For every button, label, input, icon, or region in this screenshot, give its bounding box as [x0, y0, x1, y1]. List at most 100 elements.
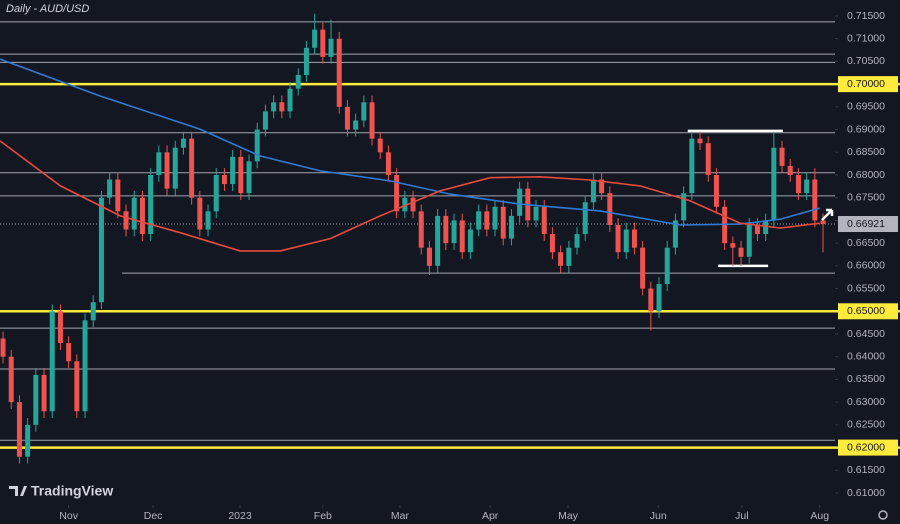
- y-tick-label: 0.68000: [847, 169, 885, 181]
- y-tick-label: 0.71000: [847, 32, 885, 44]
- candle-body: [254, 129, 260, 162]
- candle-body: [16, 402, 22, 457]
- candle-body: [402, 197, 408, 212]
- y-tick-label: 0.69000: [847, 123, 885, 135]
- candle-body: [49, 311, 55, 412]
- candle-body: [197, 197, 203, 230]
- candle-body: [779, 147, 785, 166]
- y-tick-label: 0.66000: [847, 260, 885, 272]
- x-tick-label: Jul: [735, 510, 748, 522]
- watermark: TradingView: [9, 483, 113, 499]
- candle-body: [763, 220, 769, 235]
- y-tick-label: 0.65500: [847, 282, 885, 294]
- candle-body: [713, 174, 719, 207]
- candle-body: [33, 374, 39, 425]
- candle-body: [697, 138, 703, 144]
- candle-body: [8, 356, 14, 403]
- candle-body: [607, 193, 613, 225]
- candle-body: [115, 179, 121, 212]
- candle-body: [238, 156, 244, 194]
- candle-body: [804, 179, 810, 194]
- candle-body: [336, 38, 342, 107]
- candle-body: [131, 197, 137, 230]
- y-tick-label: 0.62000: [847, 441, 885, 453]
- x-tick-label: Mar: [391, 510, 410, 522]
- moving-average: [0, 140, 820, 252]
- x-tick-label: 2023: [228, 510, 252, 522]
- candle-body: [25, 424, 31, 457]
- candle-body: [681, 193, 687, 221]
- plot-area: 0.61000 0.61500 0.62000 0.62500 0.63000 0.635…: [0, 10, 900, 522]
- candle-body: [517, 188, 523, 216]
- candle-body: [640, 247, 646, 289]
- y-tick-label: 0.71500: [847, 10, 885, 22]
- candle-body: [287, 88, 293, 112]
- x-tick-label: Jun: [650, 510, 667, 522]
- y-tick-label: 0.63000: [847, 396, 885, 408]
- arrow: [821, 208, 834, 221]
- candle-body: [426, 247, 432, 266]
- candle-body: [180, 138, 186, 148]
- candle-body: [566, 247, 572, 266]
- candle-body: [344, 106, 350, 130]
- candle-body: [164, 152, 170, 189]
- x-tick-label: May: [558, 510, 579, 522]
- candle-body: [820, 220, 826, 225]
- candle-body: [467, 229, 473, 253]
- candle-body: [172, 147, 178, 189]
- key-level-label-bg: [838, 439, 898, 456]
- y-tick-label: 0.64500: [847, 328, 885, 340]
- candle-body: [361, 102, 367, 121]
- candle-body: [394, 174, 400, 212]
- key-level-label-bg: [838, 303, 898, 320]
- candle-body: [631, 229, 637, 248]
- candle-body: [320, 29, 326, 57]
- candle-body: [262, 111, 268, 130]
- candle-body: [246, 161, 252, 194]
- candle-body: [90, 302, 96, 321]
- candle-body: [738, 247, 744, 257]
- candle-body: [410, 197, 416, 212]
- y-tick-label: 0.61500: [847, 464, 885, 476]
- candle-body: [582, 202, 588, 235]
- last-price-label: 0.66921: [847, 218, 885, 230]
- settings-icon[interactable]: [878, 510, 888, 520]
- candle-body: [615, 224, 621, 253]
- chart-title: Daily - AUD/USD: [6, 3, 89, 15]
- candle-body: [41, 374, 47, 412]
- candle-body: [648, 288, 654, 312]
- candle-body: [599, 179, 605, 194]
- candle-body: [484, 211, 490, 230]
- candle-body: [689, 138, 695, 194]
- candle-body: [377, 138, 383, 153]
- candle-body: [730, 243, 736, 248]
- candle-body: [418, 211, 424, 248]
- candle-body: [590, 179, 596, 203]
- x-tick-label: Aug: [810, 510, 829, 522]
- candle-body: [787, 165, 793, 175]
- candle-body: [213, 174, 219, 212]
- candle-body: [328, 38, 334, 57]
- candle-body: [812, 179, 818, 221]
- moving-average: [0, 58, 820, 226]
- gear[interactable]: [878, 510, 888, 520]
- candle-body: [492, 206, 498, 230]
- y-tick-label: 0.61000: [847, 487, 885, 499]
- candle-body: [0, 338, 6, 357]
- candle-body: [795, 174, 801, 194]
- candle-body: [271, 102, 277, 112]
- candle-body: [353, 120, 359, 130]
- x-tick-label: Nov: [59, 510, 78, 522]
- y-tick-label: 0.63500: [847, 373, 885, 385]
- candle-body: [312, 29, 318, 48]
- candle-body: [558, 252, 564, 266]
- y-tick-label: 0.65000: [847, 305, 885, 317]
- key-level-label-bg: [838, 76, 898, 93]
- candle-body: [771, 147, 777, 221]
- candle-body: [435, 215, 441, 266]
- candle-body: [746, 224, 752, 257]
- candle-body: [221, 174, 227, 185]
- candle-body: [303, 47, 309, 76]
- candle-body: [656, 284, 662, 312]
